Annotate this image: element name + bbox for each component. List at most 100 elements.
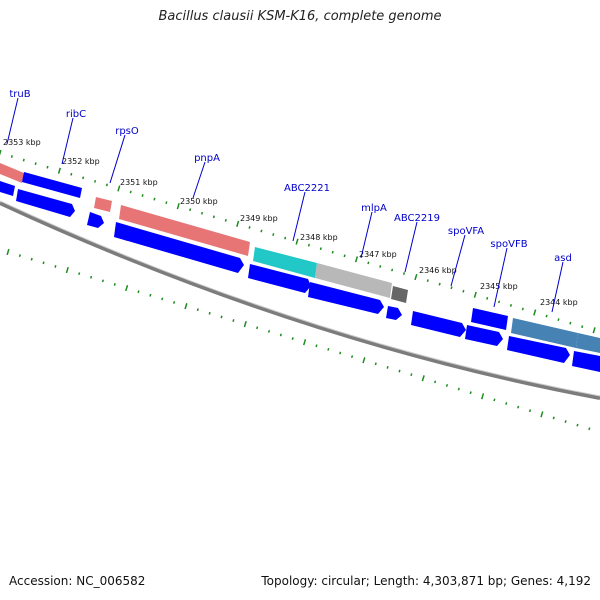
gene-label-leaders: [6, 97, 564, 313]
tick-mark: [469, 391, 472, 395]
tick-mark: [592, 327, 596, 334]
feature-cds-ribC[interactable]: [22, 172, 82, 198]
feature-dark-ABC2219[interactable]: [391, 286, 408, 303]
tick-mark: [386, 366, 389, 369]
cds-arrow-8[interactable]: [411, 311, 466, 337]
leader-line: [6, 97, 19, 145]
tick-mark: [224, 218, 227, 222]
scale-label: 2344 kbp: [540, 298, 578, 307]
gene-label-ABC2219[interactable]: ABC2219: [394, 213, 440, 224]
tick-mark: [569, 321, 572, 325]
tick-mark: [295, 238, 299, 245]
tick-mark: [327, 347, 330, 351]
tick-mark: [149, 293, 152, 297]
tick-mark: [354, 256, 359, 263]
cds-arrow-1[interactable]: [0, 181, 15, 196]
tick-mark: [493, 398, 496, 402]
tick-mark: [272, 233, 275, 236]
feature-rrna-pnpA[interactable]: [119, 205, 250, 256]
tick-mark: [552, 416, 555, 420]
tick-mark: [212, 215, 215, 219]
feature-rrna-rpsO[interactable]: [94, 197, 112, 212]
cds-arrow-7[interactable]: [386, 306, 402, 320]
gene-label-mlpA[interactable]: mlpA: [361, 203, 387, 214]
tick-mark: [303, 339, 307, 346]
tick-mark: [509, 304, 513, 307]
cds-arrow-5[interactable]: [248, 264, 311, 293]
cds-arrow-3[interactable]: [87, 212, 104, 228]
tick-mark: [343, 254, 346, 258]
tick-mark: [153, 197, 156, 201]
tick-mark: [256, 326, 259, 330]
cds-arrow-2[interactable]: [16, 189, 75, 217]
tick-mark: [141, 194, 144, 197]
tick-mark: [426, 279, 429, 283]
tick-mark: [473, 291, 477, 298]
leader-line: [493, 247, 508, 308]
scale-label: 2351 kbp: [120, 178, 158, 187]
tick-mark: [10, 155, 13, 158]
feature-steel-asd[interactable]: [511, 318, 578, 348]
cds-arrow-11[interactable]: [572, 351, 600, 372]
gene-label-spoVFB[interactable]: spoVFB: [490, 239, 527, 250]
tick-mark: [117, 185, 121, 192]
tick-mark: [260, 229, 263, 233]
tick-mark: [101, 279, 104, 283]
top-strand-features: [0, 163, 600, 353]
tick-mark: [184, 303, 188, 310]
tick-mark: [545, 314, 548, 318]
tick-mark: [22, 158, 25, 162]
cds-arrow-6[interactable]: [308, 282, 384, 314]
tick-mark: [307, 243, 311, 247]
tick-mark: [462, 289, 465, 293]
tick-mark: [196, 308, 199, 312]
tick-mark: [540, 411, 544, 418]
tick-mark: [581, 325, 584, 329]
tick-mark: [521, 307, 524, 311]
feature-cyan-ABC2221[interactable]: [253, 247, 317, 278]
feature-grey-mlpA[interactable]: [315, 263, 392, 298]
tick-mark: [18, 254, 21, 258]
tick-mark: [6, 248, 10, 256]
tick-mark: [576, 423, 579, 427]
tick-mark: [200, 211, 204, 215]
gene-label-asd[interactable]: asd: [554, 253, 572, 264]
leader-line: [360, 211, 373, 259]
cds-arrow-9[interactable]: [465, 325, 503, 346]
gene-label-truB[interactable]: truB: [9, 89, 30, 100]
leader-line: [61, 117, 74, 165]
leader-line: [192, 161, 206, 199]
gene-label-spoVFA[interactable]: spoVFA: [448, 226, 484, 237]
inner-tick-track: [6, 248, 591, 431]
tick-mark: [82, 176, 85, 180]
feature-rrna-truB[interactable]: [0, 163, 24, 183]
genome-backbone: [0, 201, 600, 400]
tick-mark: [93, 179, 97, 183]
cds-arrow-4[interactable]: [114, 222, 244, 273]
tick-mark: [30, 257, 33, 261]
scale-label: 2346 kbp: [419, 266, 457, 275]
tick-mark: [445, 384, 449, 387]
leader-line: [109, 134, 126, 184]
map-title: Bacillus clausii KSM-K16, complete genom…: [158, 9, 442, 24]
tick-mark: [129, 190, 132, 194]
gene-label-ABC2221[interactable]: ABC2221: [284, 183, 330, 194]
scale-label: 2353 kbp: [3, 138, 41, 147]
feature-cds-spoVFB[interactable]: [471, 308, 508, 330]
tick-mark: [533, 309, 537, 316]
tick-mark: [89, 275, 93, 279]
tick-mark: [291, 337, 294, 340]
feature-steel-next[interactable]: [576, 333, 600, 353]
tick-mark: [189, 208, 192, 212]
gene-label-rpsO[interactable]: rpsO: [115, 126, 139, 137]
tick-mark: [54, 265, 57, 268]
gene-label-pnpA[interactable]: pnpA: [194, 153, 220, 164]
cds-arrow-10[interactable]: [507, 336, 570, 363]
tick-mark: [70, 172, 73, 176]
tick-mark: [588, 427, 591, 431]
gene-label-ribC[interactable]: ribC: [66, 109, 86, 120]
outer-tick-track: [0, 149, 596, 334]
scale-label: 2349 kbp: [240, 214, 278, 223]
accession-text: Accession: NC_006582: [9, 574, 146, 588]
